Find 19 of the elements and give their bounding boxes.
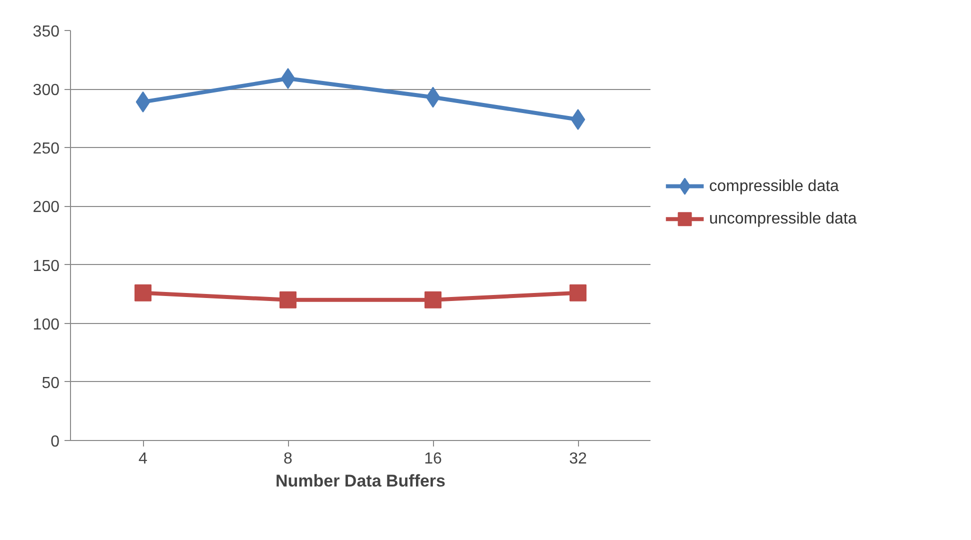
legend-label: compressible data — [709, 178, 840, 195]
y-tick-label: 50 — [42, 374, 60, 392]
x-tick-label: 32 — [569, 450, 587, 468]
x-tick-label: 16 — [424, 450, 442, 468]
point — [570, 284, 586, 302]
point — [134, 284, 152, 302]
y-tick-label: 350 — [32, 24, 60, 40]
y-tick-label: 250 — [32, 140, 60, 158]
point — [424, 291, 442, 308]
x-tick-label: 4 — [138, 450, 148, 468]
point — [280, 291, 296, 308]
legend-label: uncompressible data — [709, 210, 857, 228]
y-tick-label: 100 — [32, 316, 60, 334]
x-tick-label: 8 — [284, 450, 293, 468]
y-tick-label: 300 — [32, 82, 60, 100]
y-tick-label: 150 — [32, 258, 60, 275]
y-tick-label: 0 — [50, 434, 60, 450]
x-axis-title: Number Data Buffers — [275, 472, 446, 490]
y-tick-label: 200 — [32, 199, 60, 216]
